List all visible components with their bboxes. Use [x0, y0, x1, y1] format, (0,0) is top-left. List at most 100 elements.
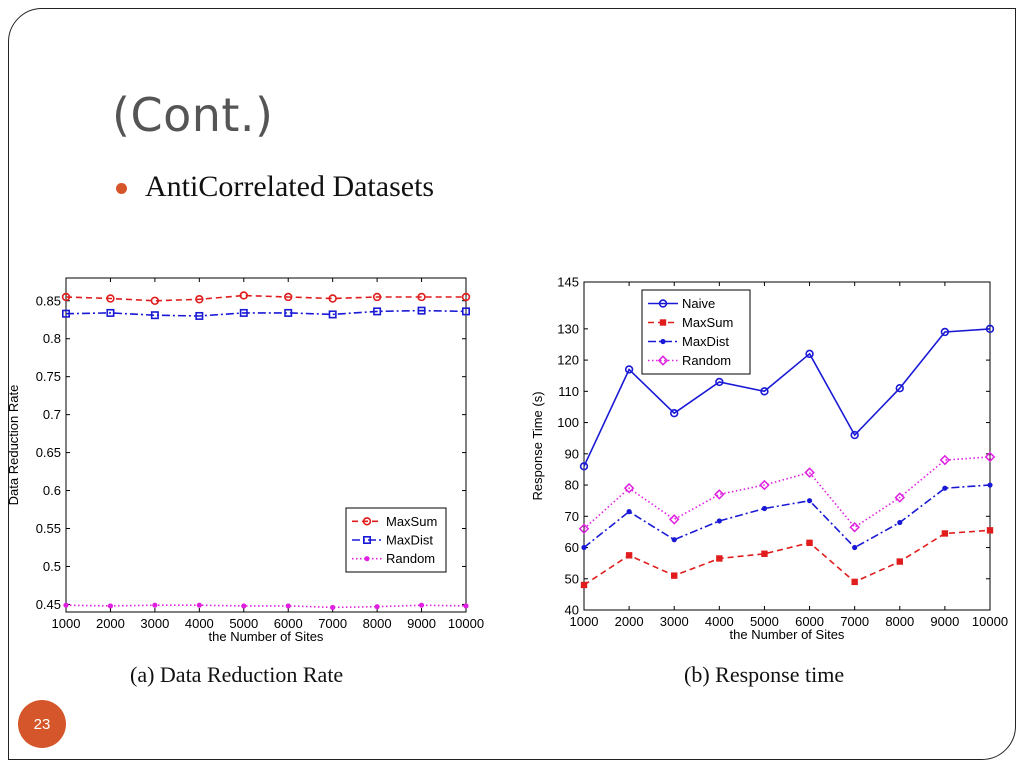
- legend-box: [345, 507, 447, 573]
- data-point-maxsum: [716, 555, 723, 562]
- legend-marker-maxdist: [660, 338, 666, 345]
- legend-marker-random: [657, 355, 669, 366]
- y-tick-label: 0.45: [36, 597, 61, 612]
- y-tick-label: 145: [557, 275, 579, 290]
- y-tick-label: 0.65: [36, 445, 61, 460]
- data-point-random: [196, 602, 202, 608]
- x-tick-label: 1000: [570, 614, 599, 629]
- data-point-maxdist: [897, 519, 903, 526]
- data-point-maxsum: [806, 539, 813, 547]
- data-point-maxdist: [195, 311, 204, 320]
- y-tick-label: 0.75: [36, 369, 61, 384]
- data-point-random: [939, 454, 951, 466]
- bullet-text: AntiCorrelated Datasets: [145, 170, 435, 203]
- series-naive: [579, 324, 995, 471]
- data-point-maxsum: [284, 292, 293, 302]
- x-axis-label: the Number of Sites: [209, 629, 324, 644]
- legend-label-maxdist: MaxDist: [682, 334, 729, 349]
- data-point-naive: [940, 327, 950, 337]
- data-point-maxsum: [896, 558, 903, 565]
- series-maxdist: [61, 306, 470, 320]
- y-tick-label: 90: [565, 446, 579, 461]
- y-tick-label: 0.6: [43, 483, 61, 498]
- legend: Naive MaxSum MaxDist Random: [641, 289, 751, 375]
- series-line-random: [583, 456, 991, 530]
- data-point-maxdist: [373, 307, 382, 316]
- data-point-naive: [670, 409, 679, 418]
- x-tick-label: 2000: [96, 616, 125, 631]
- data-point-maxdist: [852, 544, 858, 551]
- x-tick-label: 10000: [972, 614, 1008, 629]
- legend-label-maxsum: MaxSum: [682, 315, 733, 330]
- data-point-maxsum: [461, 292, 471, 302]
- series-line-maxsum: [583, 529, 991, 586]
- data-point-maxsum: [372, 292, 382, 302]
- y-tick-label: 40: [565, 603, 579, 618]
- series-line-maxsum: [65, 294, 466, 302]
- series-line-random: [65, 604, 467, 609]
- data-point-maxdist: [328, 310, 337, 319]
- data-point-random: [849, 521, 860, 533]
- legend-marker-maxdist: [362, 535, 371, 544]
- data-point-maxsum: [150, 296, 160, 305]
- legend: MaxSum MaxDist Random: [345, 507, 447, 573]
- x-tick-label: 7000: [840, 614, 869, 629]
- caption-response-time: (b) Response time: [684, 662, 845, 687]
- data-point-maxsum: [328, 294, 337, 303]
- data-point-random: [285, 603, 291, 609]
- chart-data-reduction-rate: 1000 2000 3000 4000 5000 6000 7000 8000 9000 1000…: [6, 277, 484, 644]
- data-point-naive: [805, 349, 814, 359]
- data-point-random: [578, 523, 590, 535]
- data-point-maxsum: [195, 295, 204, 304]
- x-tick-label: 8000: [885, 614, 914, 629]
- data-point-maxdist: [417, 306, 426, 315]
- data-point-maxsum: [941, 530, 949, 537]
- y-tick-label: 130: [557, 321, 579, 336]
- data-point-maxsum: [986, 527, 994, 534]
- data-point-maxdist: [761, 505, 768, 512]
- y-tick-label: 50: [565, 571, 579, 586]
- y-axis-label: Data Reduction Rate: [6, 385, 21, 506]
- data-point-naive: [579, 462, 589, 471]
- y-tick-label: 0.5: [43, 559, 61, 574]
- series-line-naive: [583, 328, 991, 467]
- x-tick-label: 7000: [318, 616, 347, 631]
- data-point-naive: [715, 377, 724, 387]
- data-point-random: [984, 451, 996, 463]
- x-tick-label: 5000: [750, 614, 779, 629]
- data-point-random: [894, 492, 906, 503]
- data-point-maxsum: [851, 578, 858, 586]
- x-tick-label: 9000: [407, 616, 436, 631]
- data-point-naive: [895, 384, 904, 393]
- x-tick-label: 3000: [660, 614, 689, 629]
- y-tick-label: 0.7: [43, 407, 61, 422]
- slide-frame: [8, 8, 1016, 760]
- y-tick-label: 70: [565, 509, 579, 524]
- data-point-maxdist: [942, 485, 948, 491]
- data-point-maxsum: [417, 292, 426, 302]
- series-random: [63, 602, 469, 611]
- series-maxsum: [580, 527, 994, 589]
- data-point-random: [374, 604, 380, 610]
- data-point-random: [241, 603, 247, 609]
- y-tick-label: 0.8: [43, 331, 61, 346]
- caption-data-reduction-rate: (a) Data Reduction Rate: [130, 662, 344, 687]
- y-tick-label: 120: [557, 353, 579, 368]
- data-point-random: [107, 603, 114, 609]
- data-point-maxdist: [626, 509, 632, 515]
- data-point-maxdist: [671, 537, 677, 543]
- data-point-random: [63, 602, 69, 608]
- data-point-random: [804, 467, 815, 478]
- data-point-maxdist: [806, 498, 813, 504]
- data-point-maxsum: [106, 294, 115, 303]
- data-point-random: [418, 602, 425, 608]
- x-tick-label: 2000: [615, 614, 644, 629]
- chart-response-time: 1000 2000 3000 4000 5000 6000 7000 8000 9000 1000…: [530, 275, 1008, 643]
- data-point-maxdist: [461, 307, 470, 316]
- data-point-naive: [985, 324, 995, 334]
- data-point-maxsum: [61, 292, 71, 302]
- data-point-naive: [624, 365, 634, 374]
- legend-label-random: Random: [386, 551, 435, 566]
- data-point-random: [623, 482, 635, 494]
- legend-marker-maxsum: [659, 319, 667, 326]
